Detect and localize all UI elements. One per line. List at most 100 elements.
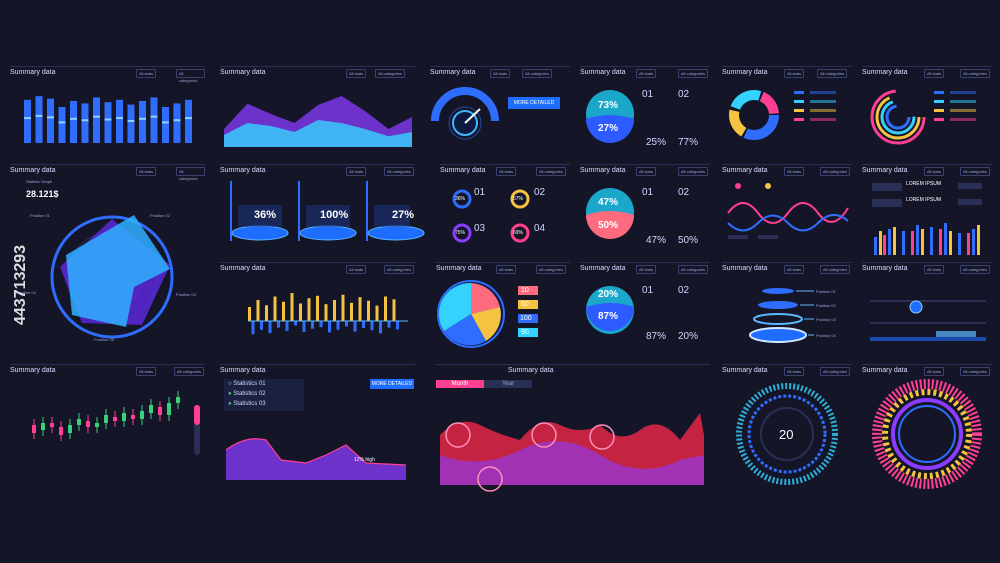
area-chart [224, 96, 412, 147]
stats-select[interactable]: All stats [924, 367, 945, 376]
mini-donut-label: 69% [513, 230, 524, 236]
statistics-item[interactable]: ○ Statistics 01 [228, 381, 266, 387]
percent-top: 47% [598, 197, 619, 208]
categories-select[interactable]: All categories [678, 69, 709, 78]
bar-down [251, 321, 255, 335]
categories-select[interactable]: All categories [678, 265, 709, 274]
yellow-blue-bar-chart [248, 293, 408, 335]
value-bar-label: 100 [520, 315, 532, 322]
panel-title: Summary data [220, 69, 266, 76]
bar-down [268, 321, 272, 334]
bar-down [277, 321, 280, 328]
bar-marker [93, 115, 100, 118]
bar [127, 104, 135, 143]
percent-bottom: 87% [598, 311, 619, 322]
bar-up [333, 300, 336, 321]
panel-title: Summary data [580, 265, 626, 272]
stats-select[interactable]: All stats [136, 69, 157, 78]
index-label: 01 [642, 187, 654, 198]
lorem-label: LOREM IPSUM [906, 181, 942, 187]
bar-marker [35, 114, 43, 117]
stats-select[interactable]: All stats [784, 167, 805, 176]
statistics-item[interactable]: ● Statistics 03 [228, 401, 266, 407]
panel-title: Summary data [862, 69, 908, 76]
bar [116, 99, 123, 143]
candle-body [59, 427, 63, 435]
platform-label: Position 04 [816, 333, 836, 338]
bar [185, 99, 192, 143]
stats-select[interactable]: All stats [496, 265, 517, 274]
bar-up [392, 299, 396, 321]
mini-donut-icons [452, 189, 530, 243]
mini-donut-label: 57% [513, 196, 524, 202]
categories-select[interactable]: All categories [384, 167, 415, 176]
radar-axis-label: Position 03 [176, 292, 196, 297]
bar-marker [127, 119, 135, 122]
categories-select[interactable]: All categories [536, 167, 567, 176]
wave-chart [727, 183, 849, 239]
tab-year[interactable]: Year [484, 380, 532, 388]
stats-select[interactable]: All stats [136, 367, 157, 376]
split-circle-icon [586, 90, 634, 143]
candle-body [113, 417, 117, 421]
more-detailed-button[interactable]: MORE DETAILED [508, 97, 560, 109]
stats-select[interactable]: All stats [784, 265, 805, 274]
stats-select[interactable]: All stats [784, 69, 805, 78]
bar-down [336, 321, 340, 330]
stats-select[interactable]: All stats [636, 167, 657, 176]
categories-select[interactable]: All categories [678, 167, 709, 176]
stats-select[interactable]: All stats [490, 69, 511, 78]
categories-select[interactable]: All categories [176, 167, 205, 181]
candle-body [122, 413, 126, 421]
index-label: 02 [678, 89, 690, 100]
categories-select[interactable]: All categories [375, 69, 406, 78]
percent-top: 20% [598, 289, 619, 300]
stats-select[interactable]: All stats [136, 167, 157, 176]
categories-select[interactable]: All categories [174, 367, 205, 376]
categories-select[interactable]: All categories [176, 69, 205, 83]
candle-body [77, 419, 81, 425]
tab-month[interactable]: Month [436, 380, 484, 388]
categories-select[interactable]: All categories [960, 265, 991, 274]
stats-select[interactable]: All stats [924, 167, 945, 176]
categories-select[interactable]: All categories [960, 167, 991, 176]
categories-select[interactable]: All categories [820, 265, 851, 274]
radar-axis-label: Position 04 [16, 290, 36, 295]
donut-chart-icon [729, 90, 779, 140]
categories-select[interactable]: All categories [384, 265, 415, 274]
red-area-chart [440, 413, 704, 492]
bar [47, 98, 54, 143]
value-label: 87% [646, 331, 667, 342]
stats-select[interactable]: All stats [346, 265, 367, 274]
categories-select[interactable]: All categories [820, 167, 851, 176]
bar-up [256, 300, 260, 321]
categories-select[interactable]: All categories [522, 69, 553, 78]
more-detailed-button[interactable]: MORE DETAILED [370, 379, 414, 389]
slider-track[interactable] [866, 281, 990, 351]
statistics-item[interactable]: ● Statistics 02 [228, 391, 266, 397]
bar-marker [185, 117, 192, 120]
stats-select[interactable]: All stats [636, 69, 657, 78]
bar-marker [58, 121, 66, 124]
stats-select[interactable]: All stats [346, 69, 367, 78]
categories-select[interactable]: All categories [820, 367, 851, 376]
candle-body [158, 407, 162, 415]
bar-chart [24, 96, 192, 143]
stats-select[interactable]: All stats [784, 367, 805, 376]
categories-select[interactable]: All categories [960, 367, 991, 376]
categories-select[interactable]: All categories [536, 265, 567, 274]
stats-select[interactable]: All stats [924, 265, 945, 274]
categories-select[interactable]: All categories [817, 69, 848, 78]
panel-title: Summary data [722, 367, 768, 374]
stats-select[interactable]: All stats [346, 167, 367, 176]
bar-down [362, 321, 365, 329]
value-bar-label: 60 [521, 301, 529, 308]
bar-up [324, 304, 328, 321]
bar-up [341, 294, 345, 321]
index-label: 04 [534, 223, 546, 234]
stats-select[interactable]: All stats [924, 69, 945, 78]
categories-select[interactable]: All categories [960, 69, 991, 78]
stats-select[interactable]: All stats [496, 167, 517, 176]
stats-select[interactable]: All stats [636, 265, 657, 274]
bar-down [353, 321, 357, 332]
